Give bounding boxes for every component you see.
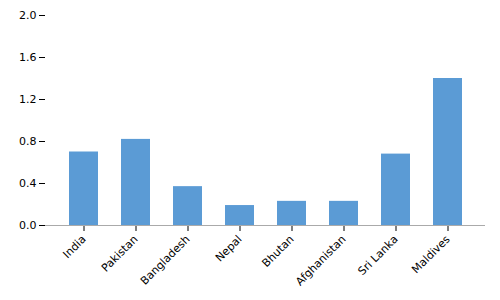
svg-text:0.4: 0.4 xyxy=(19,177,37,190)
svg-text:Bhutan: Bhutan xyxy=(259,233,296,270)
svg-text:0.8: 0.8 xyxy=(19,135,37,148)
svg-text:0.0: 0.0 xyxy=(19,219,37,232)
svg-text:Nepal: Nepal xyxy=(213,233,245,265)
svg-text:Afghanistan: Afghanistan xyxy=(293,233,349,289)
svg-text:2.0: 2.0 xyxy=(19,9,37,22)
svg-text:Sri Lanka: Sri Lanka xyxy=(355,233,400,278)
svg-text:1.2: 1.2 xyxy=(19,93,37,106)
svg-text:Maldives: Maldives xyxy=(409,233,453,277)
svg-text:India: India xyxy=(60,233,88,261)
svg-text:Pakistan: Pakistan xyxy=(99,233,141,275)
svg-text:1.6: 1.6 xyxy=(19,51,37,64)
svg-text:Bangladesh: Bangladesh xyxy=(138,233,193,288)
